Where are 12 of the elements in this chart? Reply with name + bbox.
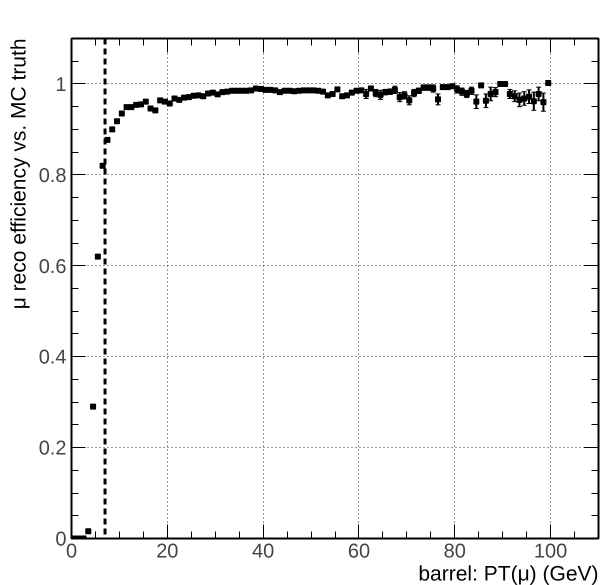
y-tick-label: 1 [55,74,66,96]
x-axis-title: barrel: PT(μ) (GeV) [418,562,599,585]
x-tick-label: 80 [444,540,466,562]
x-tick-label: 40 [252,540,274,562]
y-tick-label: 0.6 [38,256,67,278]
y-tick-label: 0.2 [38,438,67,460]
y-tick-label: 0.4 [38,346,67,369]
y-tick-label: 0.8 [38,164,67,187]
x-tick-label: 20 [156,540,178,562]
y-axis-title: μ reco efficiency vs. MC truth [8,38,30,310]
x-tick-label: 60 [348,540,370,562]
x-tick-label: 100 [534,540,568,562]
